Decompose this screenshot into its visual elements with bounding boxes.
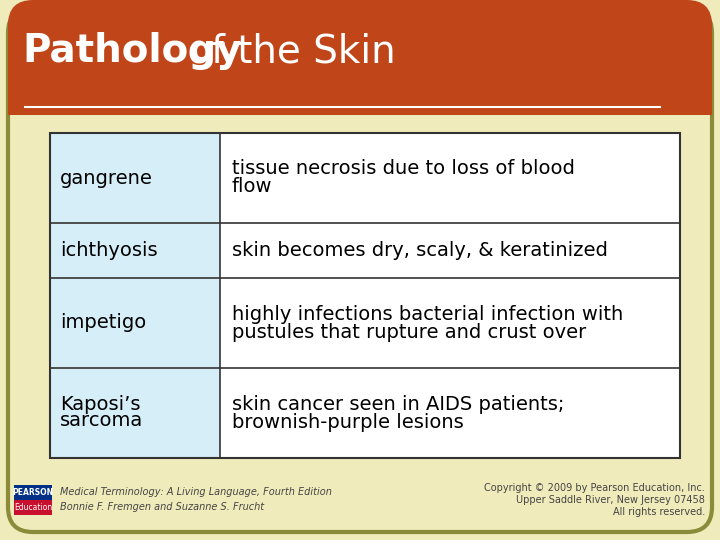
Text: Copyright © 2009 by Pearson Education, Inc.: Copyright © 2009 by Pearson Education, I… [484,483,705,493]
Bar [220,278,680,368]
Bar [8,85,712,115]
Text: Kaposi’s: Kaposi’s [60,395,140,415]
FancyBboxPatch shape [8,0,712,115]
FancyBboxPatch shape [8,8,712,532]
Bar [50,133,680,458]
Text: All rights reserved.: All rights reserved. [613,507,705,517]
Bar [14,500,52,515]
Text: Pathology: Pathology [22,32,241,71]
Text: skin becomes dry, scaly, & keratinized: skin becomes dry, scaly, & keratinized [232,241,608,260]
Bar [50,368,220,458]
Text: skin cancer seen in AIDS patients;: skin cancer seen in AIDS patients; [232,395,564,414]
Text: Upper Saddle River, New Jersey 07458: Upper Saddle River, New Jersey 07458 [516,495,705,505]
Text: gangrene: gangrene [60,168,153,187]
Text: Bonnie F. Fremgen and Suzanne S. Frucht: Bonnie F. Fremgen and Suzanne S. Frucht [60,502,264,512]
Text: highly infections bacterial infection with: highly infections bacterial infection wi… [232,305,624,323]
Text: impetigo: impetigo [60,314,146,333]
Bar [50,133,220,223]
Text: of the Skin: of the Skin [175,32,395,71]
Text: tissue necrosis due to loss of blood: tissue necrosis due to loss of blood [232,159,575,179]
Bar [50,223,220,278]
Bar [50,278,220,368]
Bar [14,485,52,500]
Bar [220,368,680,458]
Text: brownish-purple lesions: brownish-purple lesions [232,413,464,431]
Text: flow: flow [232,178,272,197]
Text: pustules that rupture and crust over: pustules that rupture and crust over [232,322,586,341]
Text: ichthyosis: ichthyosis [60,241,158,260]
Text: PEARSON: PEARSON [12,488,53,497]
Text: sarcoma: sarcoma [60,411,143,430]
Bar [220,223,680,278]
Text: Medical Terminology: A Living Language, Fourth Edition: Medical Terminology: A Living Language, … [60,487,332,497]
Text: Education: Education [14,503,52,512]
Bar [220,133,680,223]
